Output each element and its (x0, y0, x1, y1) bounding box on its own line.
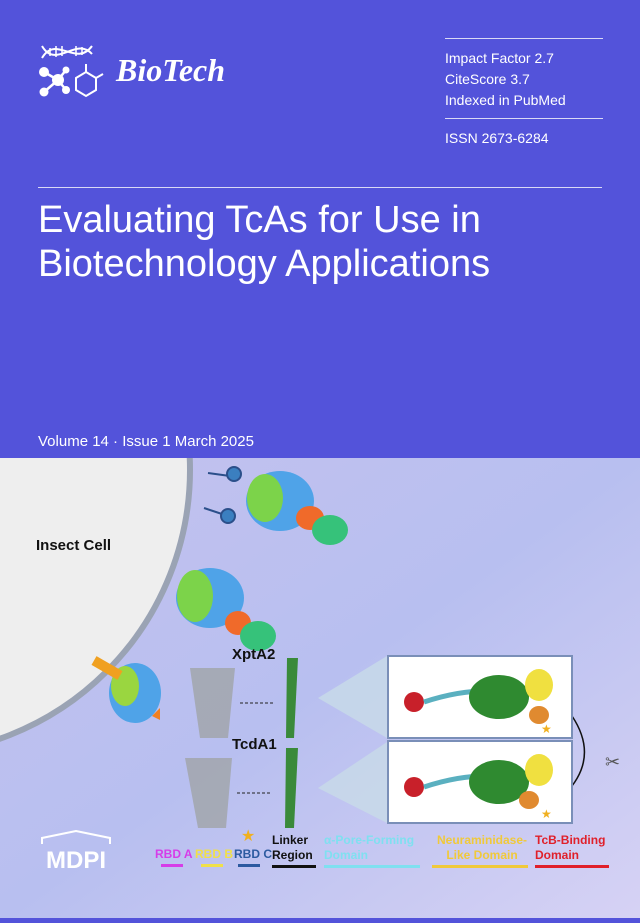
metrics-list: Impact Factor 2.7 CiteScore 3.7 Indexed … (445, 39, 603, 118)
toxin-complex-2 (176, 568, 276, 651)
legend-line (238, 864, 260, 867)
legend-pore-forming: α-Pore-Forming Domain (324, 833, 424, 868)
svg-text:★: ★ (541, 807, 552, 821)
divider (445, 118, 603, 119)
toxin-complex-1 (246, 471, 348, 545)
legend-label: RBD A (155, 847, 193, 861)
toxin-complex-inserted (91, 656, 161, 723)
legend-line (324, 865, 420, 868)
publisher-name: MDPI (46, 847, 106, 874)
legend-neuraminidase: Neuraminidase-Like Domain (432, 833, 532, 868)
cell-label: Insect Cell (36, 537, 112, 554)
journal-metrics: Impact Factor 2.7 CiteScore 3.7 Indexed … (445, 38, 603, 149)
legend-label: TcB-Binding Domain (535, 833, 606, 862)
legend-line (201, 864, 223, 867)
protein-label-tcda1: TcdA1 (232, 736, 277, 753)
impact-factor: Impact Factor 2.7 (445, 50, 554, 66)
structure-thumbnails (185, 656, 387, 828)
structure-panel-xpta2: ★ (387, 655, 573, 739)
article-title: Evaluating TcAs for Use in Biotechnology… (38, 199, 491, 285)
mdpi-roof-icon (41, 829, 111, 844)
divider (445, 38, 603, 39)
volume-issue: Volume 14 · Issue 1 March 2025 (38, 433, 254, 450)
structure-render: ★ (404, 669, 553, 736)
issn: ISSN 2673-6284 (445, 130, 549, 146)
cover-header: BioTech Impact Factor 2.7 CiteScore 3.7 … (0, 0, 640, 458)
legend-line (272, 865, 316, 868)
legend-label: Linker Region (272, 833, 313, 862)
structure-render: ★ (404, 754, 553, 821)
legend-tcb-binding: TcB-Binding Domain (535, 833, 625, 868)
legend-line (535, 865, 609, 868)
legend-rbd-b: RBD B (195, 847, 233, 867)
journal-name: BioTech (116, 52, 226, 88)
receptor-icons (203, 466, 242, 524)
mdpi-logo: MDPI (40, 829, 112, 874)
svg-text:★: ★ (541, 722, 552, 736)
star-icon: ★ (241, 828, 256, 845)
title-divider (38, 187, 602, 188)
scissors-icon: ✂ (605, 752, 620, 772)
legend-line (161, 864, 183, 867)
structure-panel-tcda1: ★ (387, 740, 573, 824)
legend-label: RBD B (195, 847, 233, 861)
legend-line (432, 865, 528, 868)
dna-molecule-icon (39, 45, 104, 98)
legend-linker: Linker Region (272, 833, 322, 868)
legend-rbd-a: RBD A (155, 847, 193, 867)
citescore: CiteScore 3.7 (445, 71, 530, 87)
legend-label: Neuraminidase-Like Domain (436, 833, 528, 862)
indexed: Indexed in PubMed (445, 92, 566, 108)
legend-rbd-c: RBD C (234, 847, 272, 867)
legend-label: RBD C (234, 847, 272, 861)
legend-label: α-Pore-Forming Domain (324, 833, 415, 862)
protein-label-xpta2: XptA2 (232, 646, 276, 663)
